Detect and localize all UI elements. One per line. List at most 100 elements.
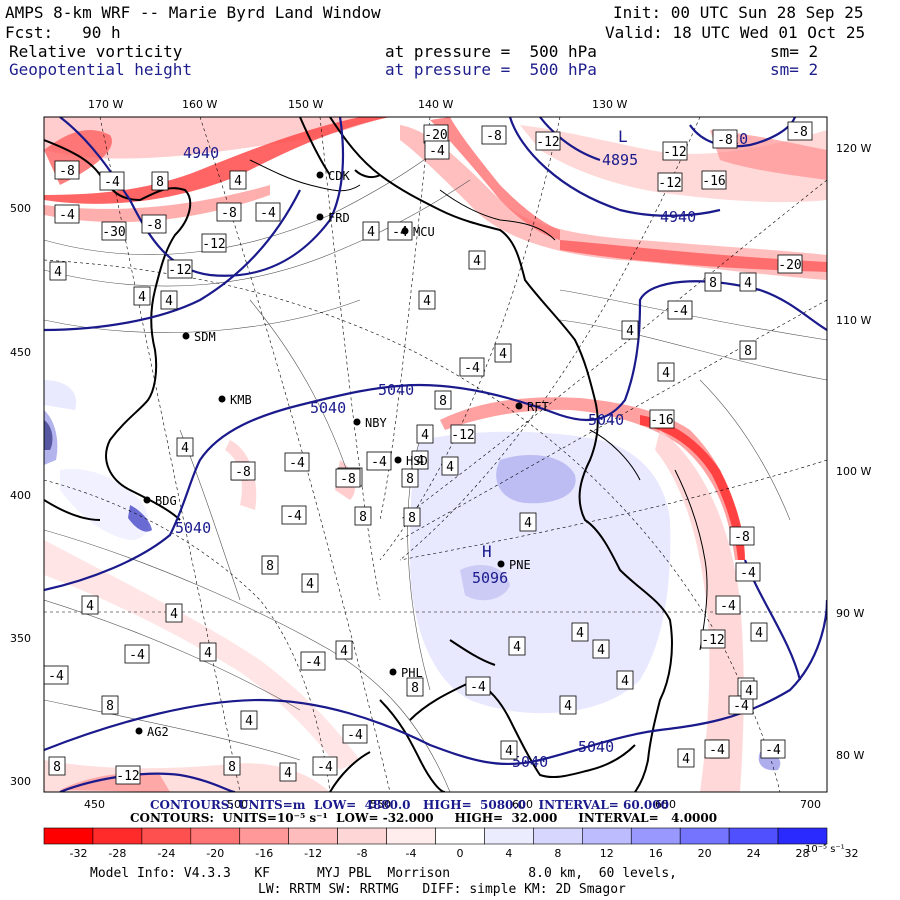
svg-text:-4: -4 [289,456,305,471]
svg-text:4: 4 [340,644,348,659]
colorbar-segment [630,827,681,845]
vorticity-label: -12 [535,131,561,151]
svg-text:-8: -8 [340,472,356,487]
stations: FRD MCU SDM KMB NBY HSD BDG PNE PHL AG2 CDK RFT [135,169,549,739]
neg-vort-region [44,117,390,159]
svg-text:-8: -8 [792,125,808,140]
vorticity-label: -16 [649,409,675,429]
left-grid-label: 350 [10,632,31,645]
chart-title: AMPS 8-km WRF -- Marie Byrd Land Window [5,3,381,22]
vorticity-label: 4 [165,603,183,623]
pos-vort-region [496,455,576,504]
vorticity-label: 4 [508,636,526,656]
vorticity-label: 4 [500,740,518,760]
colorbar-segment [728,827,779,845]
svg-text:-4: -4 [104,175,120,190]
vorticity-label: 8 [151,171,169,191]
vorticity-label: -4 [99,171,125,191]
vorticity-label: -4 [366,451,392,471]
station-dot [389,668,397,676]
colorbar-tick: 4 [505,847,512,860]
svg-text:-12: -12 [536,135,559,150]
svg-text:-16: -16 [650,413,673,428]
vorticity-label: 4 [559,695,577,715]
colorbar-tick: 24 [747,847,761,860]
colorbar-segment [386,827,436,845]
vorticity-label: 4 [335,640,353,660]
vorticity-label: 4 [416,424,434,444]
svg-text:-8: -8 [235,465,251,480]
station-dot [218,395,226,403]
svg-text:-4: -4 [709,743,725,758]
svg-text:8: 8 [53,760,61,775]
svg-text:-12: -12 [202,237,225,252]
neg-vort-region [225,440,257,510]
vorticity-label: 4 [739,272,757,292]
colorbar-segment [582,827,632,845]
svg-text:4: 4 [245,714,253,729]
colorbar-segment [239,827,289,845]
field1-name: Relative vorticity [9,42,183,61]
svg-text:4: 4 [86,599,94,614]
map-field: 4940 4920 4895 4940 5040 5040 5040 5040 … [44,117,827,792]
svg-text:-12: -12 [663,145,686,160]
vorticity-label: 8 [739,340,757,360]
high-marker: H [482,542,492,561]
pos-vort-region [60,469,149,540]
vorticity-label: -4 [312,756,338,776]
vorticity-label: -12 [657,172,683,192]
vorticity-label: 4 [160,290,178,310]
vorticity-label: -20 [423,124,449,144]
vorticity-label: 4 [411,450,429,470]
neg-vort-region [44,185,270,223]
vorticity-label: -8 [230,461,256,481]
field1-level: at pressure = 500 hPa [385,42,597,61]
colorbar-segment [484,827,534,845]
svg-text:-12: -12 [168,263,191,278]
svg-text:4: 4 [524,516,532,531]
left-grid-label: 300 [10,775,31,788]
bottom-grid-label: 500 [227,798,248,811]
svg-text:-4: -4 [347,728,363,743]
vorticity-label: 8 [261,555,279,575]
station-label: MCU [413,225,435,239]
svg-text:4: 4 [744,276,752,291]
neg-vort-region [560,240,827,272]
vorticity-label: 4 [133,286,151,306]
field2-name: Geopotential height [9,60,193,79]
svg-text:-4: -4 [286,509,302,524]
height-label: 5040 [378,381,414,399]
svg-text:-8: -8 [486,129,502,144]
svg-text:-8: -8 [717,133,733,148]
svg-text:-4: -4 [260,206,276,221]
vorticity-label: -4 [704,739,730,759]
vorticity-label: -4 [255,202,281,222]
svg-text:8: 8 [709,276,717,291]
vorticity-label: -4 [735,562,761,582]
vorticity-label: -8 [712,129,738,149]
right-lon-label: 80 W [836,749,864,762]
station-label: CDK [328,169,350,183]
svg-text:-4: -4 [672,304,688,319]
vorticity-label: -12 [201,233,227,253]
axis-labels: 170 W 160 W 150 W 140 W 130 W 120 W 110 … [10,98,871,811]
top-lon-label: 170 W [88,98,123,111]
high-low-markers: H 5096 L [472,127,628,587]
svg-text:4: 4 [416,454,424,469]
height-label: 5040 [310,399,346,417]
vorticity-label: -4 [728,695,754,715]
svg-text:-4: -4 [429,144,445,159]
field1-smoothing: sm= 2 [770,42,819,61]
svg-text:8: 8 [266,559,274,574]
station-label: SDM [194,330,216,344]
right-lon-label: 100 W [836,465,871,478]
vorticity-label: -4 [124,644,150,664]
station-label: RFT [527,400,549,414]
svg-text:4: 4 [473,254,481,269]
height-label: 5040 [578,738,614,756]
station-label: KMB [230,393,252,407]
svg-text:-12: -12 [658,176,681,191]
pos-vort-region [460,565,510,601]
svg-text:-8: -8 [734,530,750,545]
